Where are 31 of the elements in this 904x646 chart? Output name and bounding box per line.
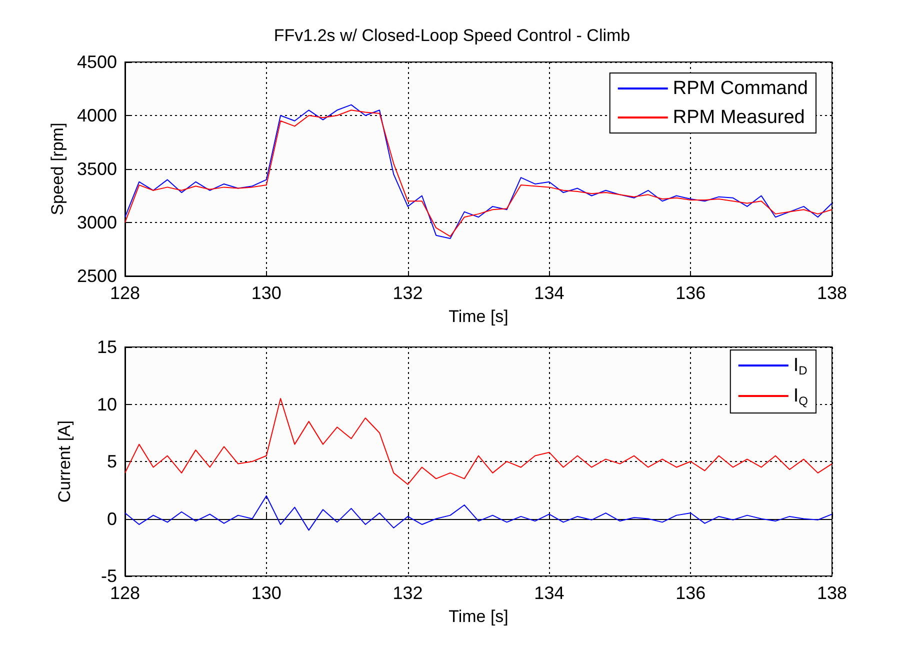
x-axis-title: Time [s]	[448, 307, 508, 326]
x-tick-label: 132	[392, 283, 423, 303]
y-tick-label: 4000	[76, 106, 117, 126]
x-axis-title: Time [s]	[448, 607, 508, 626]
x-tick-label: 136	[676, 283, 706, 303]
x-tick-label: 134	[534, 583, 564, 603]
y-tick-label: 3500	[76, 159, 117, 179]
x-tick-label: 138	[816, 283, 848, 303]
x-tick-label: 130	[251, 283, 282, 303]
legend-label: RPM Command	[672, 78, 808, 99]
x-tick-label: 132	[392, 583, 423, 603]
x-tick-label: 134	[534, 283, 564, 303]
y-axis-title: Current [A]	[55, 420, 74, 503]
line-series	[124, 495, 832, 531]
y-tick-label: 4500	[76, 52, 117, 72]
y-tick-label: 5	[106, 452, 117, 472]
x-tick-label: 130	[251, 583, 282, 603]
line-series	[124, 398, 832, 485]
chart-title: FFv1.2s w/ Closed-Loop Speed Control - Climb	[274, 26, 630, 45]
legend-label: RPM Measured	[672, 107, 805, 128]
y-tick-label: 0	[106, 508, 117, 529]
y-tick-label: 2500	[76, 266, 117, 286]
x-tick-label: 128	[110, 583, 140, 603]
y-tick-label: 15	[96, 337, 117, 357]
y-tick-label: 10	[96, 394, 117, 414]
x-tick-label: 128	[110, 283, 140, 303]
x-tick-label: 138	[816, 583, 848, 603]
x-tick-label: 136	[676, 583, 706, 603]
y-axis-title: Speed [rpm]	[48, 122, 68, 216]
y-tick-label: -5	[100, 566, 117, 586]
y-tick-label: 3000	[76, 212, 117, 232]
